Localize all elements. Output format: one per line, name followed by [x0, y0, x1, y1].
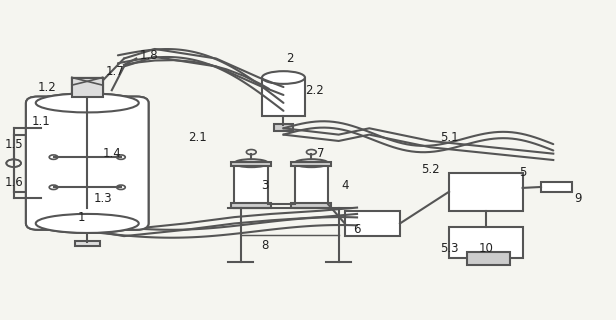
FancyBboxPatch shape	[26, 97, 148, 230]
Bar	[72, 77, 103, 97]
Text: 3: 3	[261, 179, 269, 192]
Bar	[541, 182, 572, 192]
Ellipse shape	[262, 71, 305, 84]
Text: 2: 2	[286, 52, 293, 65]
Ellipse shape	[36, 214, 139, 233]
Text: 5: 5	[519, 166, 526, 179]
Text: 5.1: 5.1	[440, 131, 458, 144]
Text: 1.3: 1.3	[93, 192, 112, 204]
Text: 1.6: 1.6	[4, 176, 23, 189]
Text: 4: 4	[341, 179, 349, 192]
Bar	[232, 162, 271, 166]
Text: 1.5: 1.5	[4, 138, 23, 151]
Text: 2.2: 2.2	[305, 84, 323, 97]
Text: 1.7: 1.7	[105, 65, 124, 78]
Text: 1.4: 1.4	[102, 147, 121, 160]
Ellipse shape	[36, 93, 139, 112]
Bar	[72, 77, 103, 97]
Text: 5.3: 5.3	[440, 242, 458, 255]
Bar	[345, 211, 400, 236]
Bar	[449, 173, 522, 211]
Text: 9: 9	[574, 192, 582, 204]
Bar	[468, 252, 511, 265]
Text: 7: 7	[317, 147, 324, 160]
Text: 10: 10	[479, 242, 493, 255]
Bar	[291, 203, 331, 208]
Ellipse shape	[294, 159, 328, 167]
Ellipse shape	[36, 93, 139, 112]
Text: 1.2: 1.2	[38, 81, 57, 93]
Text: 2.1: 2.1	[188, 131, 207, 144]
Text: 1: 1	[78, 211, 85, 224]
Bar	[274, 124, 293, 132]
Ellipse shape	[36, 214, 139, 233]
Bar	[449, 227, 522, 258]
Bar	[232, 203, 271, 208]
Text: 1.1: 1.1	[32, 116, 51, 128]
Text: 8: 8	[261, 239, 269, 252]
Bar	[235, 163, 268, 208]
Bar	[38, 103, 136, 223]
Bar	[291, 162, 331, 166]
Text: 1.8: 1.8	[139, 49, 158, 62]
FancyBboxPatch shape	[26, 97, 148, 230]
Text: 5.2: 5.2	[421, 163, 440, 176]
Ellipse shape	[235, 159, 268, 167]
Bar	[72, 77, 103, 97]
Bar	[294, 163, 328, 208]
Bar	[262, 77, 305, 116]
Bar	[75, 241, 100, 246]
Text: 6: 6	[354, 223, 361, 236]
